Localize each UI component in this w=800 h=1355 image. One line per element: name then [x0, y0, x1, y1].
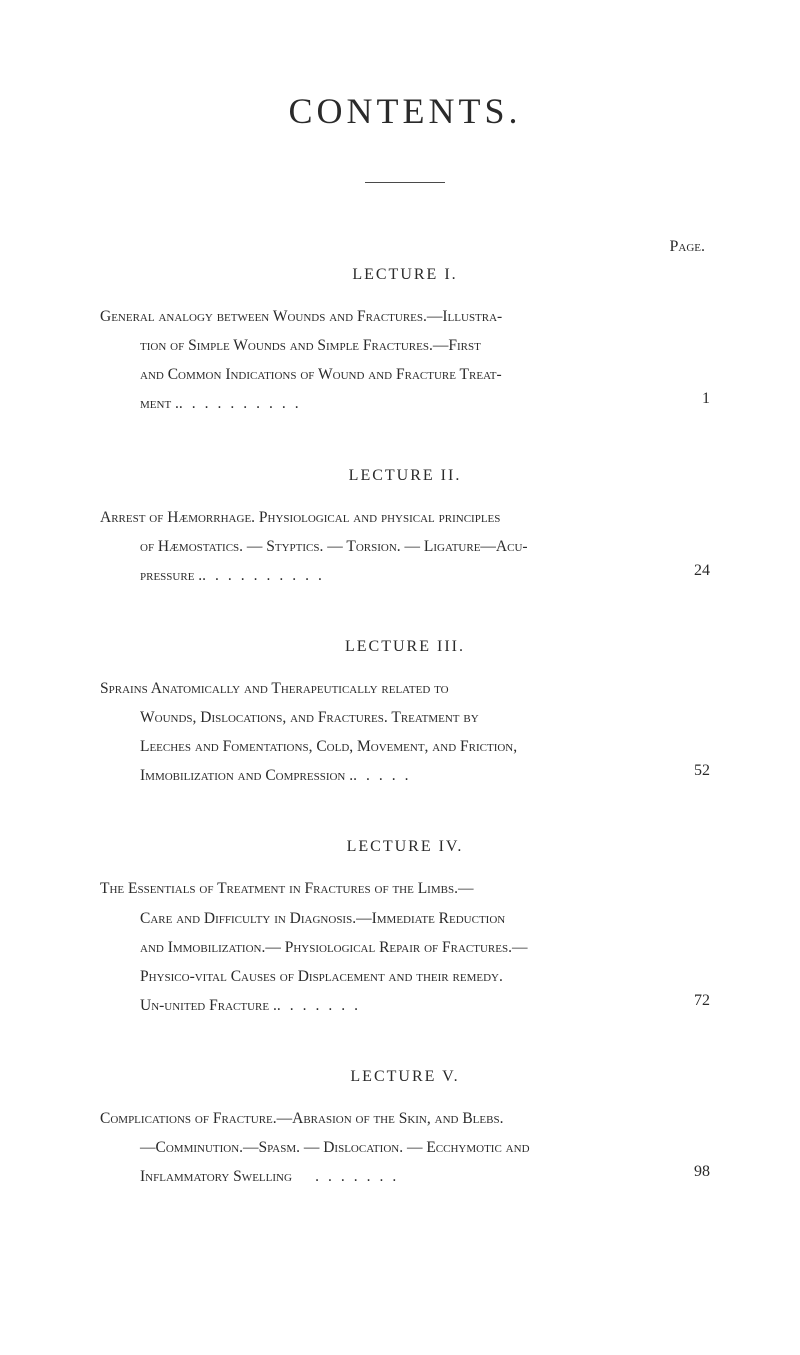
leader-dots: .......: [315, 1168, 405, 1185]
page-number: 52: [694, 756, 710, 786]
entry-line: Care and Difficulty in Diagnosis.—Immedi…: [100, 904, 710, 933]
entry-line: General analogy between Wounds and Fract…: [100, 302, 710, 331]
entry-line: —Comminution.—Spasm. — Dislocation. — Ec…: [100, 1133, 710, 1162]
leader-dots: ..........: [202, 567, 331, 584]
leader-dots: .......: [277, 997, 367, 1014]
entry-line: of Hæmostatics. — Styptics. — Torsion. —…: [100, 532, 710, 561]
page-number: 1: [702, 384, 710, 414]
entry-line: Leeches and Fomentations, Cold, Movement…: [100, 732, 710, 761]
entry-line: Complications of Fracture.—Abrasion of t…: [100, 1104, 710, 1133]
toc-entry: General analogy between Wounds and Fract…: [100, 302, 710, 419]
entry-line: pressure ...........: [100, 561, 710, 590]
page-number: 98: [694, 1157, 710, 1187]
entry-line: tion of Simple Wounds and Simple Fractur…: [100, 331, 710, 360]
leader-dots: .....: [353, 767, 417, 784]
page-title: CONTENTS.: [100, 90, 710, 132]
entry-line: Un-united Fracture ........: [100, 991, 710, 1020]
toc-entry: The Essentials of Treatment in Fractures…: [100, 874, 710, 1020]
page-column-label: Page.: [100, 238, 710, 256]
lecture-block: LECTURE II. Arrest of Hæmorrhage. Physio…: [100, 467, 710, 590]
lecture-heading: LECTURE V.: [100, 1068, 710, 1086]
entry-line: The Essentials of Treatment in Fractures…: [100, 874, 710, 903]
title-divider: [365, 182, 445, 183]
entry-line: Wounds, Dislocations, and Fractures. Tre…: [100, 703, 710, 732]
toc-entry: Complications of Fracture.—Abrasion of t…: [100, 1104, 710, 1191]
lecture-heading: LECTURE II.: [100, 467, 710, 485]
entry-line: and Common Indications of Wound and Frac…: [100, 360, 710, 389]
toc-entry: Sprains Anatomically and Therapeutically…: [100, 674, 710, 791]
entry-line: ment ...........: [100, 389, 710, 418]
lecture-block: LECTURE III. Sprains Anatomically and Th…: [100, 638, 710, 791]
entry-line: Inflammatory Swelling .......: [100, 1162, 710, 1191]
entry-line: and Immobilization.— Physiological Repai…: [100, 933, 710, 962]
lecture-heading: LECTURE III.: [100, 638, 710, 656]
lecture-block: LECTURE I. General analogy between Wound…: [100, 266, 710, 419]
leader-dots: ..........: [179, 395, 308, 412]
entry-line: Physico-vital Causes of Displacement and…: [100, 962, 710, 991]
lecture-block: LECTURE IV. The Essentials of Treatment …: [100, 838, 710, 1020]
entry-line: Arrest of Hæmorrhage. Physiological and …: [100, 503, 710, 532]
entry-line: Sprains Anatomically and Therapeutically…: [100, 674, 710, 703]
toc-entry: Arrest of Hæmorrhage. Physiological and …: [100, 503, 710, 590]
lecture-block: LECTURE V. Complications of Fracture.—Ab…: [100, 1068, 710, 1191]
page-number: 24: [694, 556, 710, 586]
lecture-heading: LECTURE I.: [100, 266, 710, 284]
page-number: 72: [694, 986, 710, 1016]
entry-line: Immobilization and Compression ......: [100, 761, 710, 790]
lecture-heading: LECTURE IV.: [100, 838, 710, 856]
